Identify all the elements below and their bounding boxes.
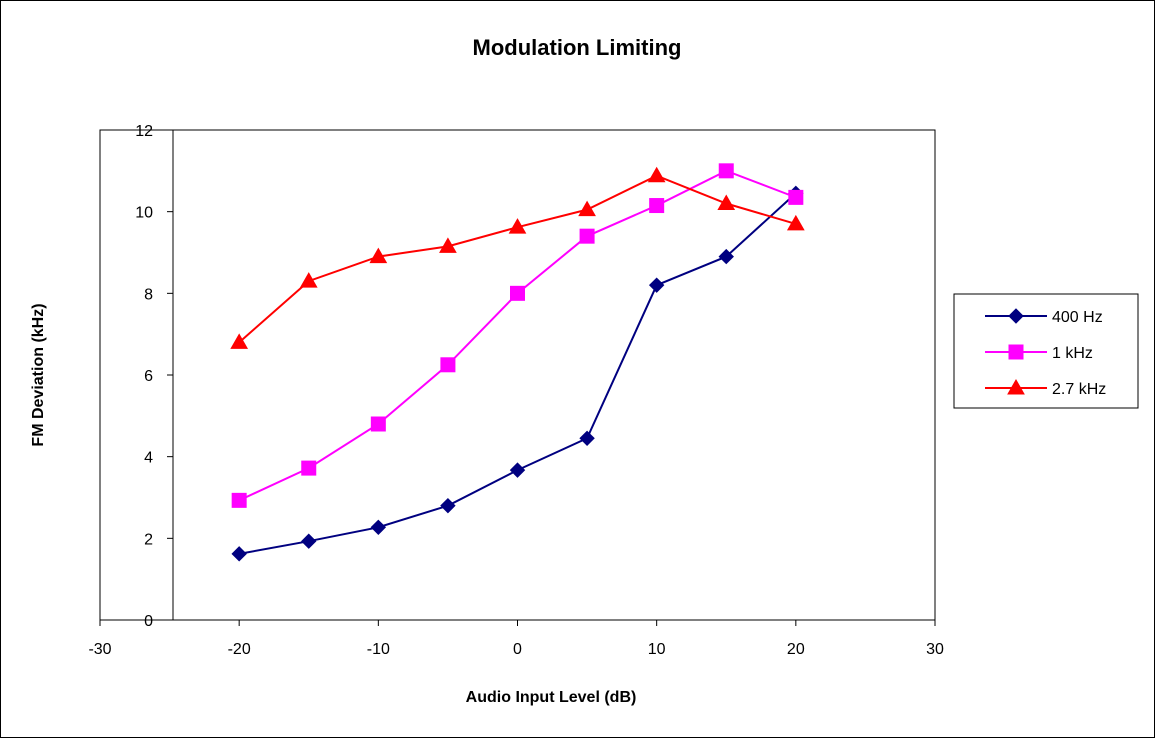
legend-item-400-hz: 400 Hz [985,308,1103,326]
y-tick-label: 0 [144,613,153,630]
data-point-2-7-khz [717,194,736,210]
data-point-1-khz [370,416,386,432]
y-tick-label: 10 [135,205,153,222]
x-tick-label: 20 [787,641,805,658]
series-layer [230,163,805,562]
data-point-2-7-khz [369,247,388,264]
series-line-2-7-khz [238,174,797,344]
x-axis: -30 -20 -10 0 10 20 30 [88,619,944,658]
data-point-2-7-khz [786,214,805,231]
data-point-1-khz [718,163,734,179]
data-point-400-hz [440,497,456,514]
series-line-400-hz [238,192,797,555]
plot-area [99,129,936,621]
x-tick-label: -10 [367,641,390,658]
y-axis: 0 2 4 6 8 10 12 [135,123,174,630]
data-point-1-khz [440,357,456,373]
data-point-2-7-khz [578,200,596,217]
data-point-2-7-khz [508,218,527,234]
x-tick-label: -30 [88,641,111,658]
y-tick-label: 6 [144,368,153,385]
legend-label-2-7-khz: 2.7 kHz [1052,381,1106,398]
data-point-400-hz [370,519,387,536]
data-point-400-hz [718,248,734,265]
series-1-khz [231,163,804,508]
x-axis-title: Audio Input Level (dB) [466,689,637,706]
data-point-2-7-khz [439,237,457,253]
legend-label-1-khz: 1 kHz [1052,345,1093,362]
data-point-2-7-khz [230,333,249,349]
data-point-400-hz [509,462,526,478]
data-point-1-khz [510,285,525,301]
x-tick-label: 0 [513,641,522,658]
x-tick-label: -20 [228,641,251,658]
x-tick-label: 30 [926,641,944,658]
data-point-1-khz [788,189,804,205]
y-tick-label: 12 [135,123,153,140]
x-tick-label: 10 [648,641,666,658]
data-point-2-7-khz [647,166,666,183]
data-point-1-khz [301,460,317,476]
y-tick-label: 4 [144,450,153,467]
legend-marker-1-khz [1008,344,1024,360]
y-tick-label: 2 [144,531,153,548]
series-2-7-khz [230,166,805,349]
legend-label-400-hz: 400 Hz [1052,309,1103,326]
legend-marker-2-7-khz [1007,378,1025,395]
legend-marker-400-hz [1008,308,1024,324]
y-axis-title: FM Deviation (kHz) [30,303,47,446]
data-point-1-khz [231,492,247,508]
series-400-hz [231,185,804,562]
legend-item-2-7-khz: 2.7 kHz [985,378,1106,398]
y-tick-label: 8 [144,286,153,303]
data-point-1-khz [579,228,595,244]
data-point-400-hz [231,546,247,562]
chart-title: Modulation Limiting [473,35,682,60]
data-point-2-7-khz [299,272,318,288]
data-point-400-hz [301,533,317,549]
legend-item-1-khz: 1 kHz [985,344,1093,362]
data-point-400-hz [648,277,665,293]
data-point-1-khz [649,198,665,214]
data-point-400-hz [579,430,595,446]
legend: 400 Hz 1 kHz 2.7 kHz [953,293,1139,409]
